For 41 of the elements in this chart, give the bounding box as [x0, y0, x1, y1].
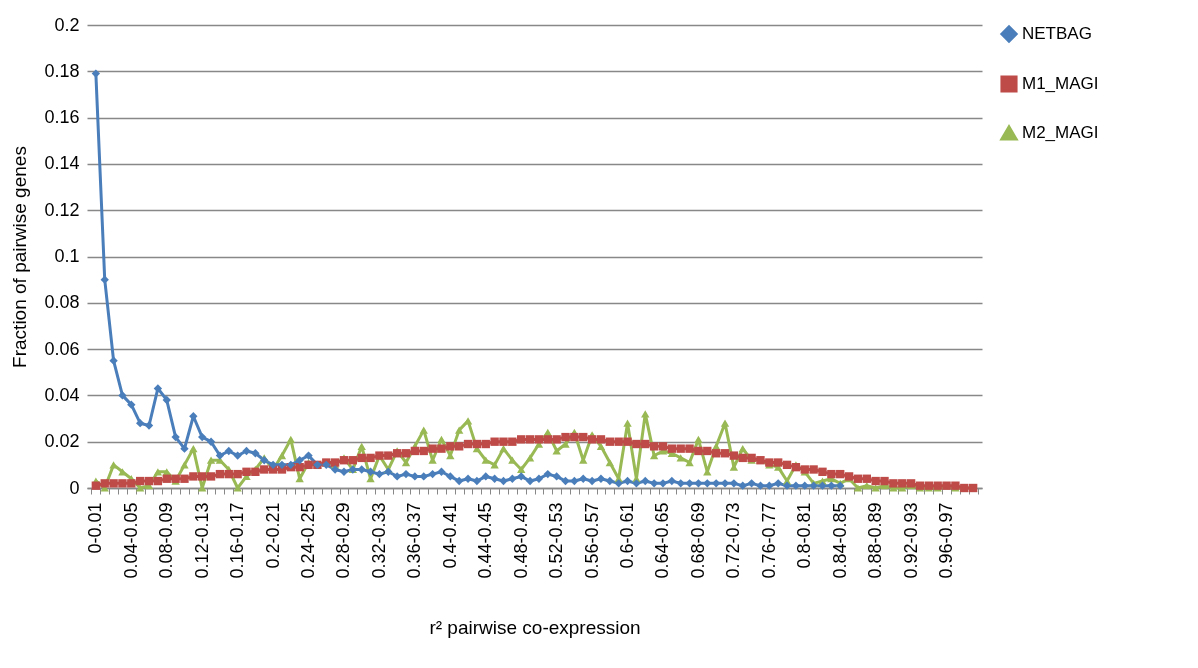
y-tick-label: 0.04 — [44, 384, 80, 405]
y-tick-label: 0.1 — [54, 246, 80, 266]
y-tick-label: 0.18 — [44, 60, 80, 81]
legend-label: M1_MAGI — [1022, 74, 1099, 93]
x-tick-label: 0.6-0.61 — [617, 502, 638, 569]
y-tick-label: 0 — [69, 477, 80, 498]
legend-label: NETBAG — [1022, 24, 1092, 43]
x-tick-label: 0.4-0.41 — [439, 502, 460, 569]
x-tick-label: 0.56-0.57 — [581, 502, 602, 579]
x-tick-label: 0.84-0.85 — [829, 502, 850, 579]
x-tick-label: 0-0.01 — [85, 502, 106, 554]
x-tick-label: 0.12-0.13 — [191, 502, 212, 579]
y-tick-label: 0.2 — [54, 14, 80, 35]
y-axis-title: Fraction of pairwise genes — [9, 146, 31, 368]
y-tick-label: 0.06 — [44, 338, 80, 359]
x-tick-label: 0.72-0.73 — [723, 502, 744, 579]
x-tick-label: 0.32-0.33 — [368, 502, 389, 579]
y-tick-label: 0.12 — [44, 199, 80, 220]
y-tick-label: 0.16 — [44, 107, 80, 128]
x-tick-label: 0.92-0.93 — [900, 502, 921, 579]
x-tick-label: 0.08-0.09 — [156, 502, 177, 579]
x-tick-label: 0.2-0.21 — [262, 502, 283, 569]
x-tick-label: 0.04-0.05 — [120, 502, 141, 579]
x-tick-label: 0.24-0.25 — [298, 502, 319, 579]
y-tick-label: 0.14 — [44, 153, 80, 174]
y-tick-label: 0.02 — [44, 431, 80, 452]
x-tick-label: 0.48-0.49 — [510, 502, 531, 579]
x-tick-label: 0.64-0.65 — [652, 502, 673, 579]
x-tick-label: 0.88-0.89 — [865, 502, 886, 579]
x-tick-label: 0.68-0.69 — [687, 502, 708, 579]
x-tick-label: 0.76-0.77 — [758, 502, 779, 579]
x-tick-label: 0.96-0.97 — [936, 502, 957, 579]
x-tick-label: 0.52-0.53 — [546, 502, 567, 579]
x-tick-label: 0.16-0.17 — [227, 502, 248, 579]
x-tick-label: 0.8-0.81 — [794, 502, 815, 569]
legend-label: M2_MAGI — [1022, 123, 1099, 142]
x-axis-title: r² pairwise co-expression — [429, 616, 641, 638]
x-tick-label: 0.28-0.29 — [333, 502, 354, 579]
x-tick-label: 0.44-0.45 — [475, 502, 496, 579]
y-tick-label: 0.08 — [44, 292, 80, 313]
x-tick-label: 0.36-0.37 — [404, 502, 425, 579]
